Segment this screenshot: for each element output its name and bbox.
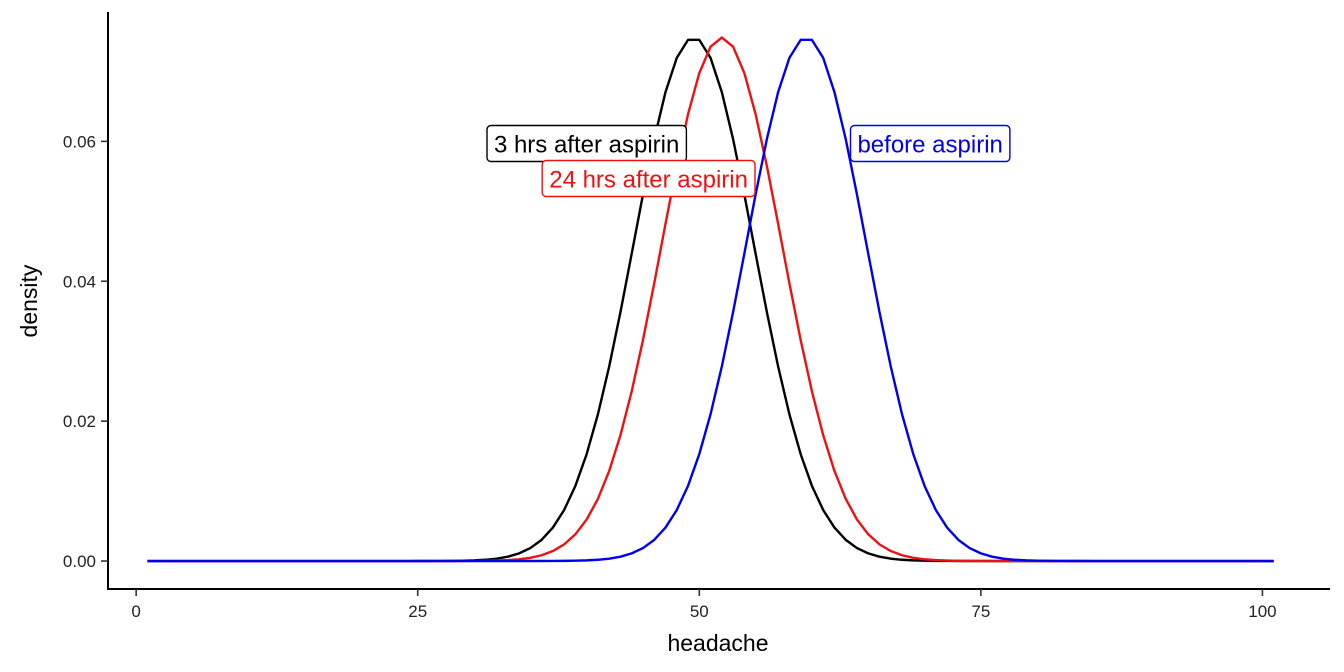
y-tick-label: 0.02 (63, 412, 96, 431)
series-label-24-hrs-after-aspirin: 24 hrs after aspirin (541, 159, 756, 198)
series-layer (147, 36, 1274, 563)
x-tick-label: 100 (1248, 602, 1276, 621)
x-tick-label: 0 (131, 602, 140, 621)
series-label-box (849, 124, 1011, 163)
series-label-text: 24 hrs after aspirin (549, 166, 748, 193)
x-tick-label: 75 (971, 602, 990, 621)
series-line-24-hrs-after-aspirin (147, 36, 1274, 563)
y-tick-label: 0.06 (63, 132, 96, 151)
x-axis-title: headache (667, 630, 768, 656)
series-label-text: before aspirin (857, 131, 1002, 158)
series-label-3-hrs-after-aspirin: 3 hrs after aspirin (486, 124, 688, 163)
series-line-3-hrs-after-aspirin (147, 38, 1274, 563)
series-labels: 3 hrs after aspirin 24 hrs after aspirin b… (486, 124, 1011, 198)
y-tick-label: 0.04 (63, 272, 96, 291)
series-label-box (541, 159, 756, 198)
x-tick-label: 25 (408, 602, 427, 621)
y-axis-title: density (16, 264, 42, 337)
series-label-text: 3 hrs after aspirin (494, 131, 679, 158)
axes-layer (107, 12, 1330, 590)
y-tick-label: 0.00 (63, 552, 96, 571)
ticks-layer: 0 25 50 75 100 0.00 0.02 0.04 0.06 (63, 132, 1277, 621)
series-label-before-aspirin: before aspirin (849, 124, 1011, 163)
x-tick-label: 50 (690, 602, 709, 621)
series-line-before-aspirin (147, 38, 1274, 563)
